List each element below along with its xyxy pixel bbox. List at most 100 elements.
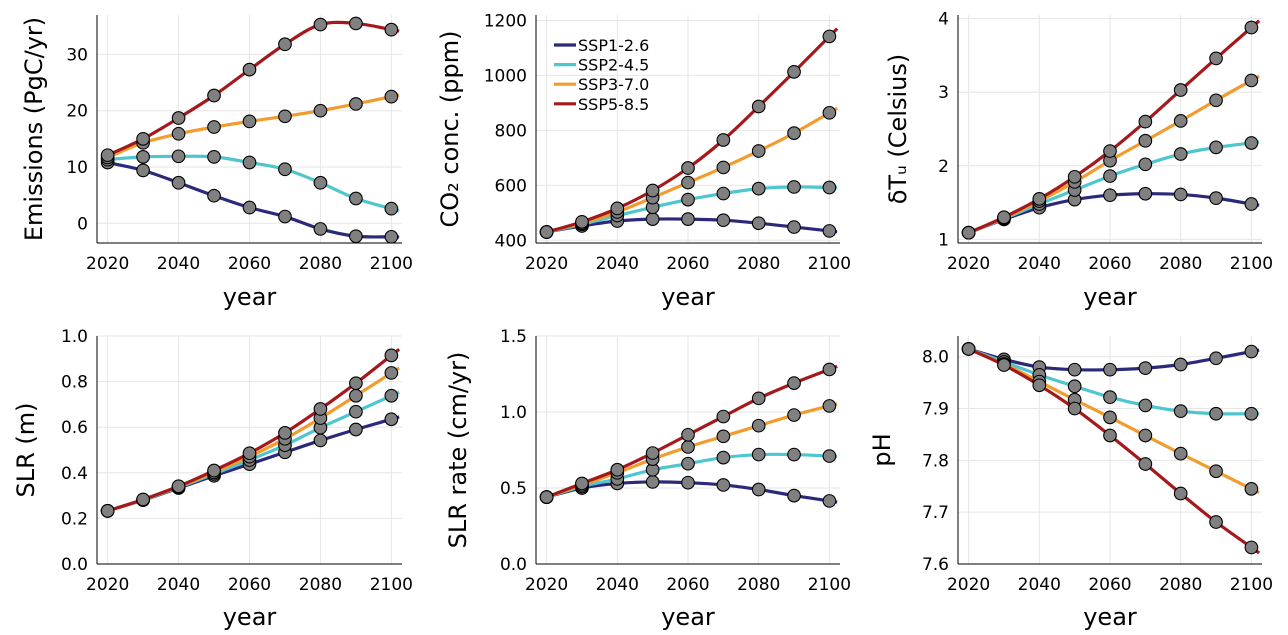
data-point-SSP5-8.5 — [1067, 169, 1082, 184]
y-tick-label: 7.6 — [922, 555, 949, 575]
series-line-SSP5-8.5 — [546, 27, 839, 234]
data-point-SSP5-8.5 — [1173, 83, 1188, 97]
x-tick-label: 2060 — [228, 254, 271, 274]
x-tick-label: 2100 — [808, 575, 851, 595]
x-tick-label: 2080 — [299, 254, 342, 274]
y-tick-label: 400 — [495, 231, 527, 251]
x-axis-label: year — [661, 603, 715, 631]
legend-label: SSP2-4.5 — [578, 56, 649, 75]
y-tick-label: 1.5 — [500, 327, 527, 347]
data-point-SSP1-2.6 — [1209, 351, 1223, 366]
data-point-SSP5-8.5 — [751, 391, 766, 406]
data-point-SSP3-7.0 — [1209, 464, 1223, 479]
data-point-SSP1-2.6 — [1103, 188, 1117, 203]
y-tick-label: 0.8 — [61, 373, 88, 393]
x-tick-label: 2100 — [370, 575, 413, 595]
y-tick-label: 1 — [938, 230, 949, 250]
data-point-SSP5-8.5 — [136, 492, 150, 507]
data-point-SSP2-4.5 — [349, 191, 363, 206]
data-point-SSP5-8.5 — [171, 479, 186, 494]
data-point-SSP5-8.5 — [997, 358, 1011, 372]
data-point-SSP2-4.5 — [1173, 147, 1188, 161]
data-point-SSP5-8.5 — [1032, 378, 1047, 393]
series-line-SSP1-2.6 — [968, 347, 1260, 372]
data-point-SSP1-2.6 — [313, 433, 328, 448]
data-point-SSP1-2.6 — [278, 209, 292, 224]
x-tick-label: 2020 — [86, 575, 129, 595]
data-point-SSP3-7.0 — [242, 114, 257, 129]
x-tick-label: 2100 — [1230, 575, 1273, 595]
data-point-SSP2-4.5 — [787, 180, 801, 194]
data-point-SSP1-2.6 — [822, 494, 837, 508]
data-point-SSP3-7.0 — [822, 105, 837, 120]
y-axis-label: pH — [868, 433, 896, 466]
data-point-SSP1-2.6 — [1173, 357, 1188, 372]
data-point-SSP3-7.0 — [1173, 446, 1188, 461]
data-point-SSP5-8.5 — [575, 476, 589, 491]
data-point-SSP1-2.6 — [645, 475, 660, 489]
data-point-SSP3-7.0 — [787, 408, 801, 422]
data-point-SSP2-4.5 — [716, 186, 731, 201]
data-point-SSP1-2.6 — [384, 229, 399, 244]
data-point-SSP5-8.5 — [1209, 51, 1223, 66]
data-point-SSP5-8.5 — [349, 16, 363, 31]
y-tick-label: 800 — [495, 121, 527, 141]
data-point-SSP1-2.6 — [1209, 191, 1223, 205]
x-tick-label: 2040 — [596, 575, 639, 595]
data-point-SSP5-8.5 — [961, 342, 976, 356]
data-point-SSP5-8.5 — [384, 22, 399, 37]
data-point-SSP1-2.6 — [716, 213, 731, 228]
data-point-SSP2-4.5 — [278, 162, 292, 177]
data-point-SSP5-8.5 — [1209, 515, 1223, 529]
data-point-SSP3-7.0 — [716, 160, 731, 175]
y-tick-label: 1200 — [484, 11, 527, 31]
data-point-SSP2-4.5 — [1138, 398, 1153, 413]
series-line-SSP3-7.0 — [546, 106, 838, 234]
data-point-SSP2-4.5 — [384, 388, 399, 403]
data-point-SSP1-2.6 — [787, 488, 801, 503]
chart-panel-3: 2020 2040 2060 2080 2100 0.0 0.2 0.4 0.6 0.8 1.0 ye… — [12, 327, 413, 631]
data-point-SSP5-8.5 — [1103, 428, 1117, 443]
x-tick-label: 2100 — [808, 254, 851, 274]
data-point-SSP2-4.5 — [207, 150, 221, 164]
series-line-SSP2-4.5 — [107, 154, 400, 213]
x-tick-label: 2100 — [370, 254, 413, 274]
x-tick-label: 2060 — [1088, 575, 1131, 595]
data-point-SSP5-8.5 — [278, 426, 292, 440]
x-axis-label: year — [223, 283, 277, 311]
data-point-SSP3-7.0 — [681, 440, 695, 454]
data-point-SSP2-4.5 — [1244, 406, 1259, 421]
data-point-SSP1-2.6 — [1244, 344, 1259, 359]
y-tick-label: 0.0 — [500, 555, 527, 575]
data-point-SSP2-4.5 — [1209, 140, 1223, 155]
data-point-SSP5-8.5 — [575, 214, 589, 229]
data-point-SSP5-8.5 — [207, 463, 221, 478]
data-point-SSP1-2.6 — [136, 163, 150, 178]
y-tick-label: 10 — [66, 158, 88, 178]
data-point-SSP5-8.5 — [242, 62, 257, 77]
x-tick-label: 2080 — [299, 575, 342, 595]
data-point-SSP3-7.0 — [751, 144, 766, 158]
data-point-SSP5-8.5 — [751, 99, 766, 114]
data-point-SSP2-4.5 — [384, 201, 399, 216]
data-point-SSP1-2.6 — [1138, 361, 1153, 375]
y-tick-label: 0.2 — [61, 509, 88, 529]
y-tick-label: 1.0 — [61, 327, 88, 347]
data-point-SSP2-4.5 — [787, 447, 801, 462]
data-point-SSP1-2.6 — [1244, 197, 1259, 211]
data-point-SSP5-8.5 — [539, 225, 554, 239]
data-point-SSP5-8.5 — [610, 462, 625, 477]
x-tick-label: 2020 — [525, 575, 568, 595]
data-point-SSP5-8.5 — [961, 225, 976, 240]
data-point-SSP5-8.5 — [787, 65, 801, 79]
series-line-SSP2-4.5 — [968, 347, 1260, 416]
y-tick-label: 4 — [938, 10, 949, 30]
data-point-SSP1-2.6 — [751, 216, 766, 231]
data-point-SSP1-2.6 — [384, 412, 399, 427]
data-point-SSP1-2.6 — [171, 175, 186, 190]
x-axis-label: year — [1083, 283, 1137, 311]
data-point-SSP5-8.5 — [1067, 401, 1082, 416]
y-axis-label: CO₂ conc. (ppm) — [436, 30, 464, 227]
data-point-SSP3-7.0 — [313, 103, 328, 118]
